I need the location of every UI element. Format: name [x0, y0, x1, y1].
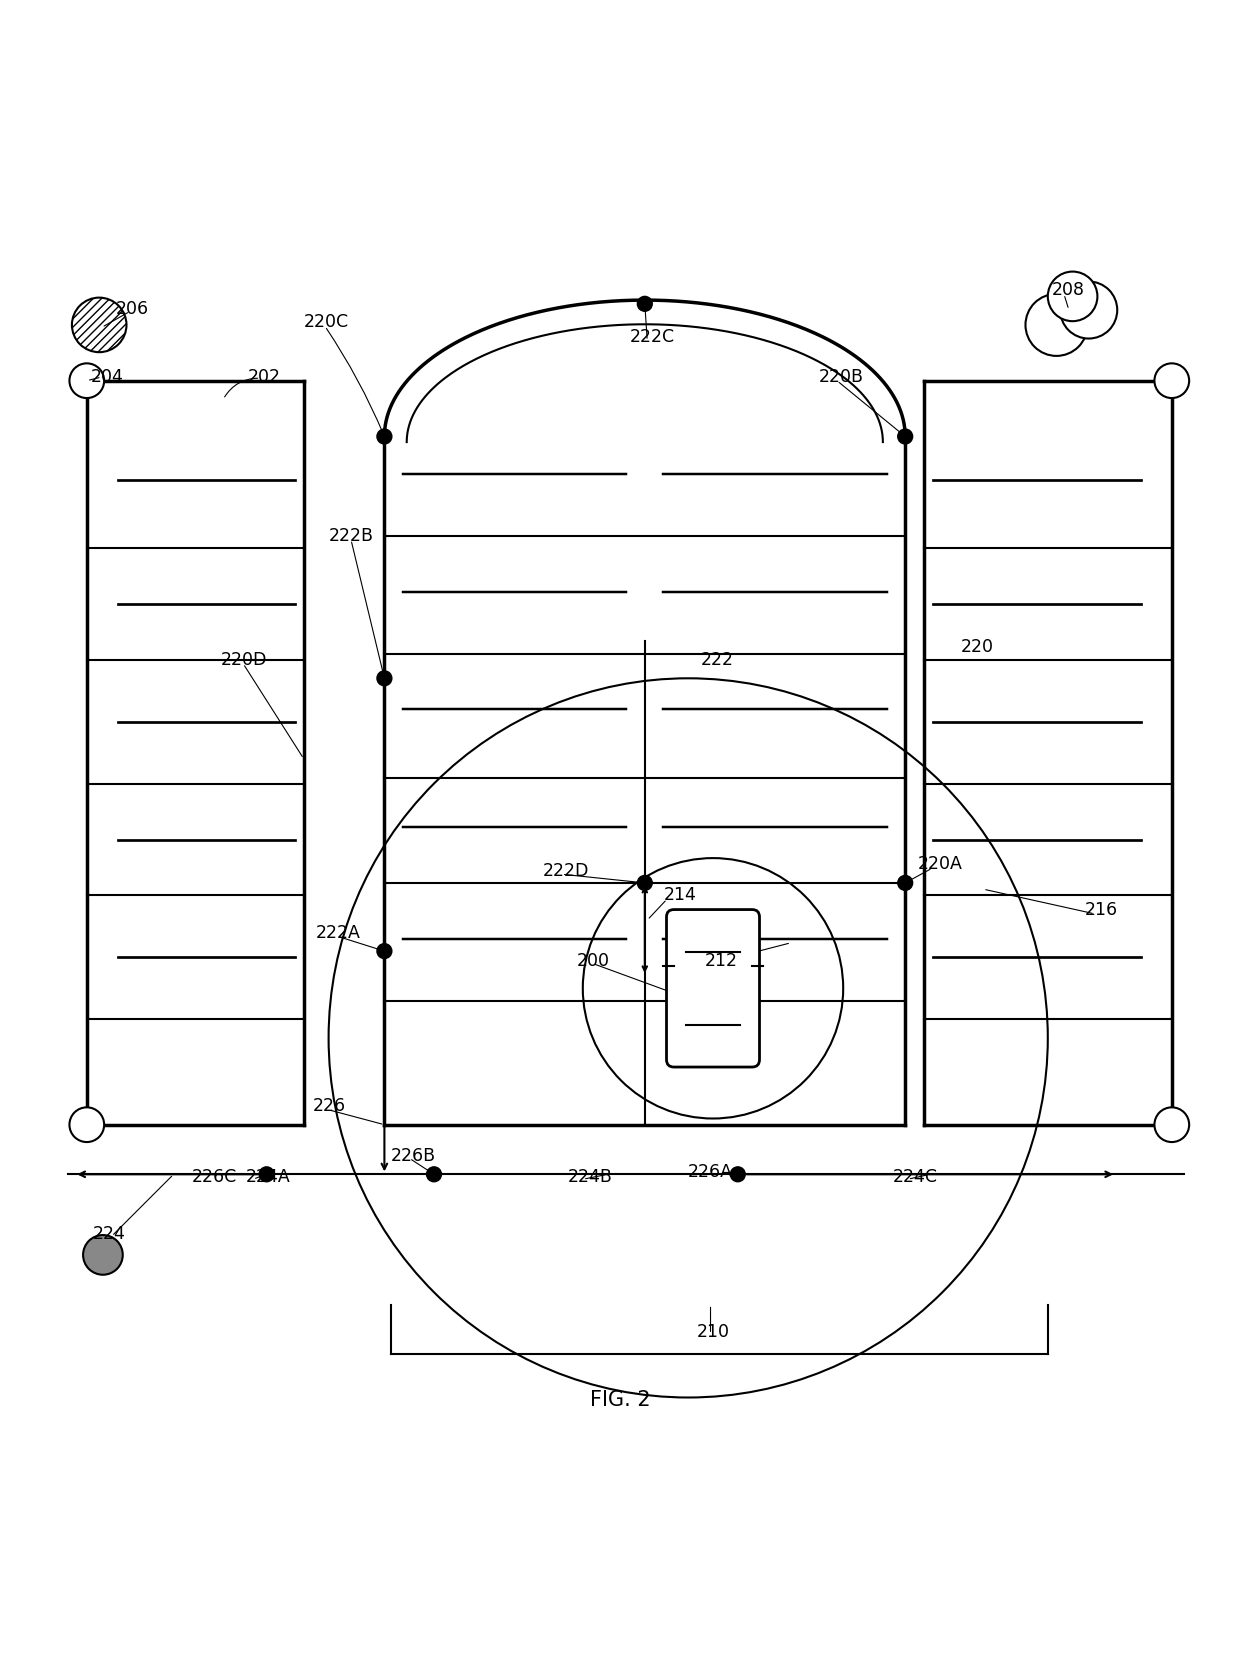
Text: 202: 202: [248, 368, 281, 386]
FancyBboxPatch shape: [667, 910, 759, 1068]
Circle shape: [72, 297, 126, 353]
Circle shape: [898, 430, 913, 443]
Text: 204: 204: [91, 368, 124, 386]
Text: 220B: 220B: [818, 368, 863, 386]
Text: 224A: 224A: [246, 1169, 290, 1185]
Circle shape: [427, 1167, 441, 1182]
Text: 216: 216: [1085, 902, 1118, 918]
Circle shape: [83, 1236, 123, 1274]
Text: 220C: 220C: [304, 314, 348, 331]
Circle shape: [377, 944, 392, 959]
Text: 200: 200: [577, 952, 610, 970]
Text: 222B: 222B: [329, 527, 373, 544]
Text: 224B: 224B: [568, 1169, 613, 1185]
Text: 222A: 222A: [316, 923, 361, 942]
Circle shape: [69, 1108, 104, 1142]
Circle shape: [1154, 1108, 1189, 1142]
Circle shape: [377, 672, 392, 685]
Text: 222C: 222C: [630, 329, 675, 346]
Text: 226A: 226A: [688, 1164, 733, 1180]
Text: 210: 210: [697, 1323, 730, 1342]
Circle shape: [1025, 294, 1087, 356]
Text: 222: 222: [701, 651, 734, 668]
Circle shape: [259, 1167, 274, 1182]
Circle shape: [1048, 272, 1097, 321]
Text: 226: 226: [312, 1096, 346, 1115]
Text: 220A: 220A: [918, 855, 962, 873]
Text: FIG. 2: FIG. 2: [590, 1390, 650, 1410]
Text: 208: 208: [1052, 280, 1085, 299]
Text: 222D: 222D: [543, 861, 589, 880]
Circle shape: [898, 875, 913, 890]
Text: 224: 224: [93, 1224, 126, 1242]
Text: 224C: 224C: [893, 1169, 937, 1185]
Circle shape: [637, 297, 652, 311]
Circle shape: [637, 875, 652, 890]
Circle shape: [69, 363, 104, 398]
Text: 206: 206: [115, 301, 149, 317]
Circle shape: [1060, 282, 1117, 339]
Circle shape: [377, 430, 392, 443]
Text: 220D: 220D: [221, 651, 267, 668]
Circle shape: [1154, 363, 1189, 398]
Circle shape: [730, 1167, 745, 1182]
Text: 220: 220: [961, 638, 994, 656]
Text: 226C: 226C: [192, 1169, 237, 1185]
Text: 226B: 226B: [391, 1147, 435, 1165]
Text: 214: 214: [663, 887, 697, 905]
Text: 212: 212: [704, 952, 738, 970]
